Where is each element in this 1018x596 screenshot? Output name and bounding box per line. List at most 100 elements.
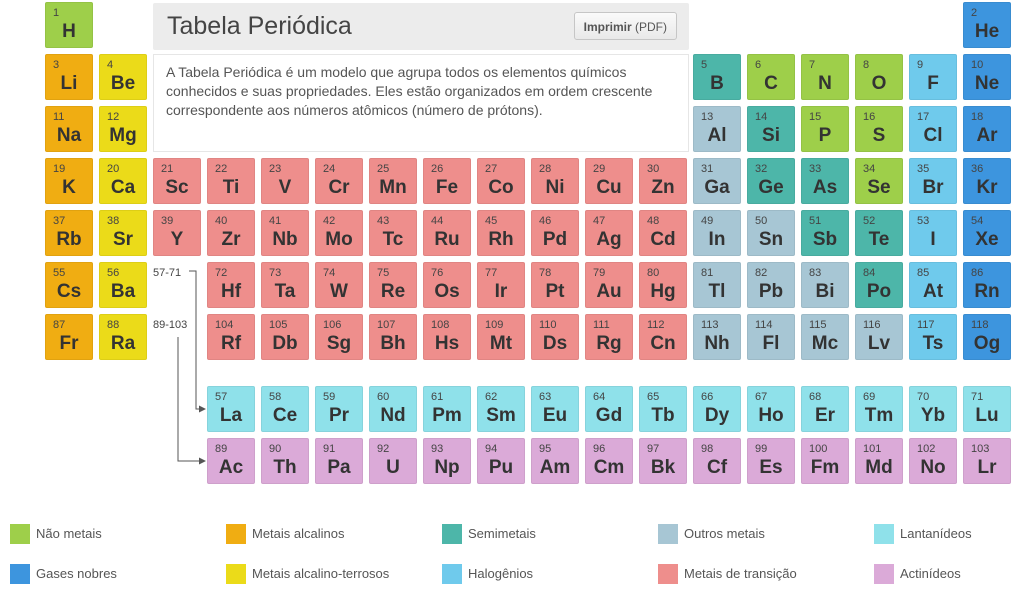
element-Rn[interactable]: 86 Rn — [963, 262, 1011, 308]
element-Ts[interactable]: 117 Ts — [909, 314, 957, 360]
element-Ir[interactable]: 77 Ir — [477, 262, 525, 308]
element-Ho[interactable]: 67 Ho — [747, 386, 795, 432]
element-Po[interactable]: 84 Po — [855, 262, 903, 308]
element-Bi[interactable]: 83 Bi — [801, 262, 849, 308]
element-La[interactable]: 57 La — [207, 386, 255, 432]
element-V[interactable]: 23 V — [261, 158, 309, 204]
element-At[interactable]: 85 At — [909, 262, 957, 308]
element-Bk[interactable]: 97 Bk — [639, 438, 687, 484]
element-Mc[interactable]: 115 Mc — [801, 314, 849, 360]
element-Kr[interactable]: 36 Kr — [963, 158, 1011, 204]
element-Db[interactable]: 105 Db — [261, 314, 309, 360]
element-Ti[interactable]: 22 Ti — [207, 158, 255, 204]
element-Bh[interactable]: 107 Bh — [369, 314, 417, 360]
element-Fe[interactable]: 26 Fe — [423, 158, 471, 204]
element-Sg[interactable]: 106 Sg — [315, 314, 363, 360]
element-Ge[interactable]: 32 Ge — [747, 158, 795, 204]
element-Re[interactable]: 75 Re — [369, 262, 417, 308]
element-Cm[interactable]: 96 Cm — [585, 438, 633, 484]
element-Ds[interactable]: 110 Ds — [531, 314, 579, 360]
element-Tc[interactable]: 43 Tc — [369, 210, 417, 256]
element-Mo[interactable]: 42 Mo — [315, 210, 363, 256]
element-Zr[interactable]: 40 Zr — [207, 210, 255, 256]
element-Au[interactable]: 79 Au — [585, 262, 633, 308]
element-Ar[interactable]: 18 Ar — [963, 106, 1011, 152]
element-U[interactable]: 92 U — [369, 438, 417, 484]
element-In[interactable]: 49 In — [693, 210, 741, 256]
element-Rf[interactable]: 104 Rf — [207, 314, 255, 360]
element-Cu[interactable]: 29 Cu — [585, 158, 633, 204]
element-Dy[interactable]: 66 Dy — [693, 386, 741, 432]
element-Og[interactable]: 118 Og — [963, 314, 1011, 360]
element-I[interactable]: 53 I — [909, 210, 957, 256]
element-Mg[interactable]: 12 Mg — [99, 106, 147, 152]
element-Rg[interactable]: 111 Rg — [585, 314, 633, 360]
element-Li[interactable]: 3 Li — [45, 54, 93, 100]
element-Zn[interactable]: 30 Zn — [639, 158, 687, 204]
element-Al[interactable]: 13 Al — [693, 106, 741, 152]
element-Te[interactable]: 52 Te — [855, 210, 903, 256]
element-Hf[interactable]: 72 Hf — [207, 262, 255, 308]
element-Cs[interactable]: 55 Cs — [45, 262, 93, 308]
element-Pt[interactable]: 78 Pt — [531, 262, 579, 308]
element-Lv[interactable]: 116 Lv — [855, 314, 903, 360]
element-No[interactable]: 102 No — [909, 438, 957, 484]
element-Cr[interactable]: 24 Cr — [315, 158, 363, 204]
element-Cd[interactable]: 48 Cd — [639, 210, 687, 256]
element-Ga[interactable]: 31 Ga — [693, 158, 741, 204]
element-Th[interactable]: 90 Th — [261, 438, 309, 484]
element-Hs[interactable]: 108 Hs — [423, 314, 471, 360]
element-As[interactable]: 33 As — [801, 158, 849, 204]
element-Ra[interactable]: 88 Ra — [99, 314, 147, 360]
element-Yb[interactable]: 70 Yb — [909, 386, 957, 432]
element-Lr[interactable]: 103 Lr — [963, 438, 1011, 484]
element-Ne[interactable]: 10 Ne — [963, 54, 1011, 100]
element-Sc[interactable]: 21 Sc — [153, 158, 201, 204]
element-Y[interactable]: 39 Y — [153, 210, 201, 256]
element-Am[interactable]: 95 Am — [531, 438, 579, 484]
element-Pb[interactable]: 82 Pb — [747, 262, 795, 308]
element-Np[interactable]: 93 Np — [423, 438, 471, 484]
element-Fr[interactable]: 87 Fr — [45, 314, 93, 360]
element-Cn[interactable]: 112 Cn — [639, 314, 687, 360]
element-Ni[interactable]: 28 Ni — [531, 158, 579, 204]
element-Rh[interactable]: 45 Rh — [477, 210, 525, 256]
element-Tl[interactable]: 81 Tl — [693, 262, 741, 308]
element-Gd[interactable]: 64 Gd — [585, 386, 633, 432]
element-Sb[interactable]: 51 Sb — [801, 210, 849, 256]
element-Pu[interactable]: 94 Pu — [477, 438, 525, 484]
element-Pd[interactable]: 46 Pd — [531, 210, 579, 256]
element-Pr[interactable]: 59 Pr — [315, 386, 363, 432]
element-Ba[interactable]: 56 Ba — [99, 262, 147, 308]
element-Be[interactable]: 4 Be — [99, 54, 147, 100]
element-Ru[interactable]: 44 Ru — [423, 210, 471, 256]
element-Os[interactable]: 76 Os — [423, 262, 471, 308]
element-Si[interactable]: 14 Si — [747, 106, 795, 152]
element-Rb[interactable]: 37 Rb — [45, 210, 93, 256]
element-Na[interactable]: 11 Na — [45, 106, 93, 152]
element-Pm[interactable]: 61 Pm — [423, 386, 471, 432]
element-Tm[interactable]: 69 Tm — [855, 386, 903, 432]
element-Co[interactable]: 27 Co — [477, 158, 525, 204]
print-pdf-button[interactable]: Imprimir (PDF) — [573, 12, 677, 40]
element-Ta[interactable]: 73 Ta — [261, 262, 309, 308]
element-Se[interactable]: 34 Se — [855, 158, 903, 204]
element-Lu[interactable]: 71 Lu — [963, 386, 1011, 432]
element-K[interactable]: 19 K — [45, 158, 93, 204]
element-W[interactable]: 74 W — [315, 262, 363, 308]
element-He[interactable]: 2 He — [963, 2, 1011, 48]
element-Es[interactable]: 99 Es — [747, 438, 795, 484]
element-Hg[interactable]: 80 Hg — [639, 262, 687, 308]
element-Nh[interactable]: 113 Nh — [693, 314, 741, 360]
element-Fl[interactable]: 114 Fl — [747, 314, 795, 360]
element-Ac[interactable]: 89 Ac — [207, 438, 255, 484]
element-P[interactable]: 15 P — [801, 106, 849, 152]
element-Sm[interactable]: 62 Sm — [477, 386, 525, 432]
element-Ag[interactable]: 47 Ag — [585, 210, 633, 256]
element-Ce[interactable]: 58 Ce — [261, 386, 309, 432]
